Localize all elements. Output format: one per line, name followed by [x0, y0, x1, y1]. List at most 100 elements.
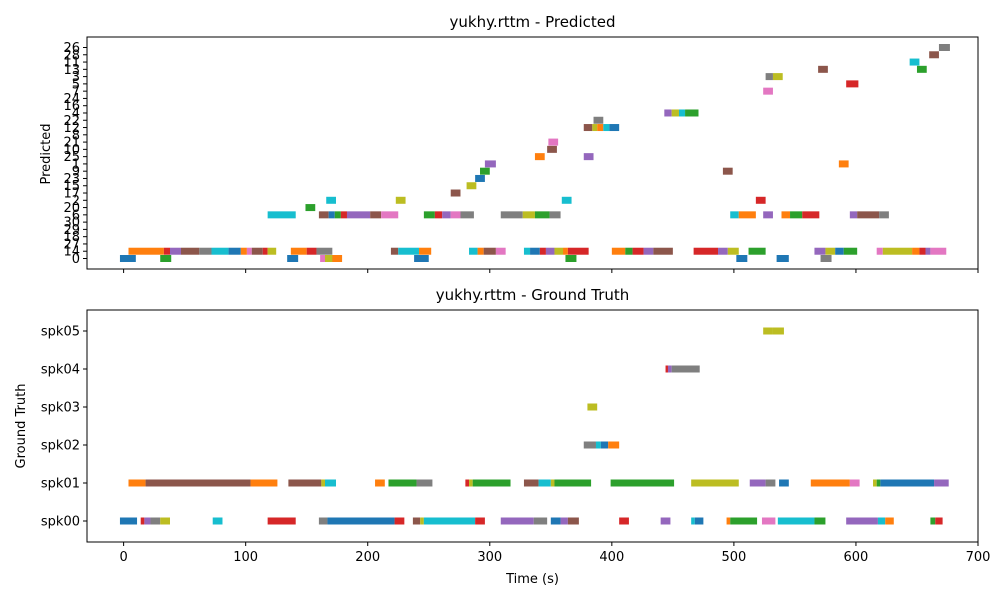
ground-truth-segment	[772, 327, 784, 335]
predicted-segment	[929, 51, 939, 59]
ground-truth-segment	[587, 403, 598, 411]
predicted-segment	[418, 247, 432, 255]
ground-truth-segment	[475, 517, 485, 525]
ground-truth-segment	[325, 479, 336, 487]
predicted-segment	[554, 247, 564, 255]
predicted-chart-title: yukhy.rttm - Predicted	[450, 13, 616, 31]
ground-truth-segment	[550, 517, 561, 525]
predicted-segment	[340, 211, 347, 219]
ground-truth-segment	[934, 479, 949, 487]
ground-truth-segment	[671, 365, 700, 373]
ground-truth-segment	[567, 517, 579, 525]
predicted-ytick-label: 15	[63, 179, 80, 194]
predicted-segment	[483, 247, 496, 255]
predicted-segment	[460, 211, 474, 219]
predicted-segment	[290, 247, 307, 255]
predicted-segment	[765, 73, 773, 81]
predicted-segment	[119, 255, 136, 262]
predicted-segment	[846, 80, 859, 88]
predicted-ytick-label: 16	[63, 99, 80, 114]
predicted-segment	[592, 124, 598, 132]
ground-truth-segment	[150, 517, 161, 525]
predicted-segment	[727, 247, 739, 255]
ground-truth-segment	[885, 517, 894, 525]
predicted-ytick-label: 0	[72, 252, 80, 267]
predicted-segment	[882, 247, 913, 255]
predicted-ytick-label: 29	[63, 223, 80, 238]
predicted-ytick-label: 1	[72, 157, 80, 172]
predicted-segment	[163, 247, 170, 255]
ground-truth-segment	[533, 517, 548, 525]
predicted-segment	[938, 44, 950, 51]
predicted-segment	[199, 247, 212, 255]
predicted-segment	[169, 247, 181, 255]
ground-truth-segment	[423, 517, 476, 525]
predicted-ytick-label: 27	[63, 237, 80, 252]
predicted-segment	[549, 211, 561, 219]
predicted-segment	[567, 247, 589, 255]
ground-truth-segment	[667, 365, 672, 373]
ground-truth-segment	[560, 517, 568, 525]
predicted-segment	[332, 255, 343, 262]
predicted-segment	[495, 247, 506, 255]
predicted-segment	[776, 255, 789, 262]
predicted-segment	[334, 211, 341, 219]
ground-truth-segment	[600, 441, 609, 449]
predicted-segment	[835, 247, 844, 255]
predicted-segment	[328, 211, 335, 219]
ground-truth-segment	[691, 479, 739, 487]
predicted-segment	[593, 116, 604, 124]
ground-truth-segment	[877, 517, 886, 525]
predicted-ytick-label: 30	[63, 216, 80, 231]
predicted-segment	[820, 255, 832, 262]
predicted-segment	[772, 73, 783, 81]
predicted-segment	[632, 247, 644, 255]
predicted-segment	[545, 247, 555, 255]
predicted-segment	[561, 196, 572, 204]
predicted-segment	[925, 247, 931, 255]
ground-truth-xtick-label: 400	[599, 550, 624, 565]
predicted-segment	[475, 174, 485, 182]
ground-truth-xtick-label: 100	[233, 550, 258, 565]
ground-truth-segment	[145, 479, 251, 487]
ground-truth-ytick-label: spk00	[41, 515, 80, 530]
ground-truth-segment	[749, 479, 766, 487]
ground-truth-segment	[846, 517, 878, 525]
predicted-y-axis-label: Predicted	[39, 123, 54, 184]
predicted-segment	[722, 167, 733, 175]
ground-truth-segment	[608, 441, 620, 449]
ground-truth-segment	[765, 479, 776, 487]
predicted-ytick-label: 3	[72, 70, 80, 85]
predicted-segment	[267, 211, 296, 219]
ground-truth-segment	[730, 517, 758, 525]
predicted-segment	[625, 247, 633, 255]
predicted-segment	[128, 247, 164, 255]
ground-truth-plot-frame	[86, 309, 979, 543]
ground-truth-xtick-label: 500	[721, 550, 746, 565]
predicted-segment	[738, 211, 756, 219]
ground-truth-segment	[583, 441, 596, 449]
predicted-segment	[664, 109, 672, 117]
ground-truth-segment	[160, 517, 170, 525]
ground-truth-segment	[465, 479, 470, 487]
ground-truth-segment	[849, 479, 860, 487]
ground-truth-segment	[777, 517, 815, 525]
predicted-ytick-label: 4	[72, 106, 80, 121]
predicted-segment	[790, 211, 803, 219]
predicted-ytick-label: 8	[72, 128, 80, 143]
ground-truth-segment	[554, 479, 592, 487]
predicted-segment	[305, 204, 316, 212]
predicted-ytick-label: 9	[72, 165, 80, 180]
predicted-segment	[879, 211, 889, 219]
predicted-segment	[916, 65, 927, 73]
predicted-segment	[909, 58, 920, 66]
ground-truth-segment	[288, 479, 322, 487]
predicted-ytick-label: 7	[72, 85, 80, 100]
predicted-segment	[246, 247, 252, 255]
predicted-segment	[251, 247, 263, 255]
predicted-segment	[346, 211, 371, 219]
ground-truth-segment	[375, 479, 385, 487]
predicted-segment	[597, 124, 604, 132]
predicted-segment	[316, 247, 333, 255]
predicted-segment	[825, 247, 836, 255]
